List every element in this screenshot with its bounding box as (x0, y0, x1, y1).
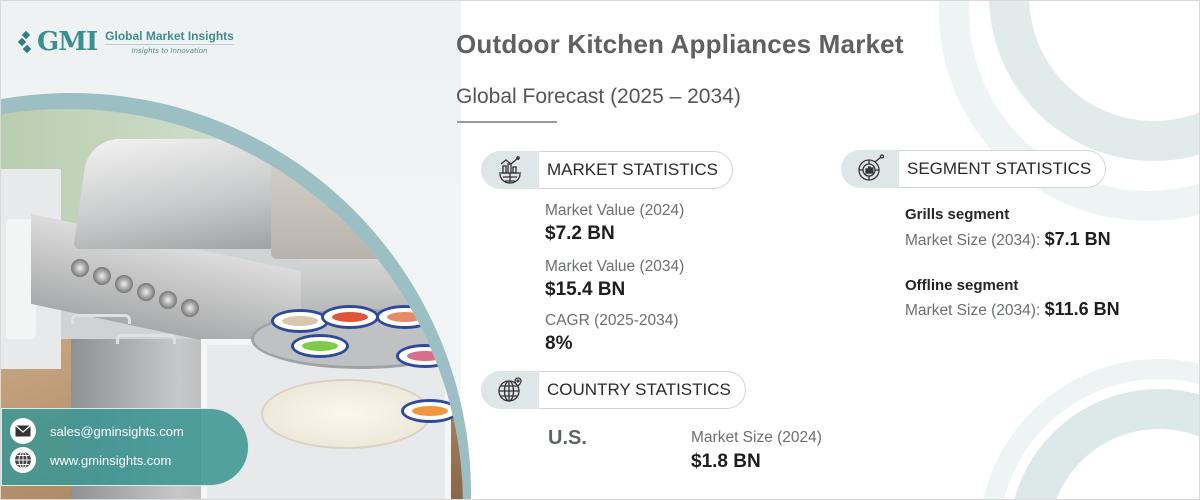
country-name: U.S. (548, 427, 587, 449)
logo-mark: GMI (37, 27, 98, 57)
segment-name: Grills segment (905, 206, 1010, 223)
segment-statistics-heading: SEGMENT STATISTICS (899, 150, 1107, 188)
brand-tagline: Insights to Innovation (131, 47, 208, 55)
segment-statistics-header: SEGMENT STATISTICS (841, 150, 1107, 188)
segment-size-value: $11.6 BN (1044, 299, 1120, 319)
stat-value: $15.4 BN (545, 279, 626, 300)
globe-icon (10, 447, 36, 473)
market-statistics-heading: MARKET STATISTICS (539, 151, 733, 189)
grill-photo (1, 109, 463, 499)
segment-name: Offline segment (905, 277, 1019, 294)
market-statistics-header: MARKET STATISTICS (481, 151, 733, 189)
gmi-logo: GMI Global Market Insights Insights to I… (17, 27, 234, 57)
contact-email[interactable]: sales@gminsights.com (10, 418, 184, 444)
website-link[interactable]: www.gminsights.com (50, 452, 172, 468)
country-statistics-heading: COUNTRY STATISTICS (539, 371, 746, 409)
chart-globe-icon (481, 151, 539, 189)
page-title: Outdoor Kitchen Appliances Market (456, 29, 904, 59)
segment-size-value: $7.1 BN (1044, 229, 1111, 249)
segment-market-size: Market Size (2034): $7.1 BN (905, 229, 1111, 250)
brand-name: Global Market Insights (105, 29, 234, 45)
globe-pin-icon (481, 371, 539, 409)
stat-label: Market Value (2034) (545, 258, 685, 275)
segment-size-label: Market Size (2034): (905, 302, 1041, 319)
contact-website[interactable]: www.gminsights.com (10, 447, 171, 473)
stat-value: 8% (545, 333, 573, 354)
stat-label: Market Value (2024) (545, 202, 685, 219)
country-market-size-label: Market Size (2024) (691, 429, 822, 446)
country-statistics-header: COUNTRY STATISTICS (481, 371, 746, 409)
stat-value: $7.2 BN (545, 223, 615, 244)
envelope-icon (10, 418, 36, 444)
logo-diamonds-icon (17, 30, 32, 54)
segment-market-size: Market Size (2034): $11.6 BN (905, 299, 1120, 320)
segment-size-label: Market Size (2034): (905, 232, 1041, 249)
contact-panel: sales@gminsights.com www.gminsights.com (1, 408, 249, 486)
country-market-size-value: $1.8 BN (691, 451, 761, 472)
stat-label: CAGR (2025-2034) (545, 312, 679, 329)
email-link[interactable]: sales@gminsights.com (50, 423, 184, 439)
page-subtitle: Global Forecast (2025 – 2034) (456, 85, 741, 108)
divider (457, 121, 557, 123)
pie-chart-icon (841, 150, 899, 188)
